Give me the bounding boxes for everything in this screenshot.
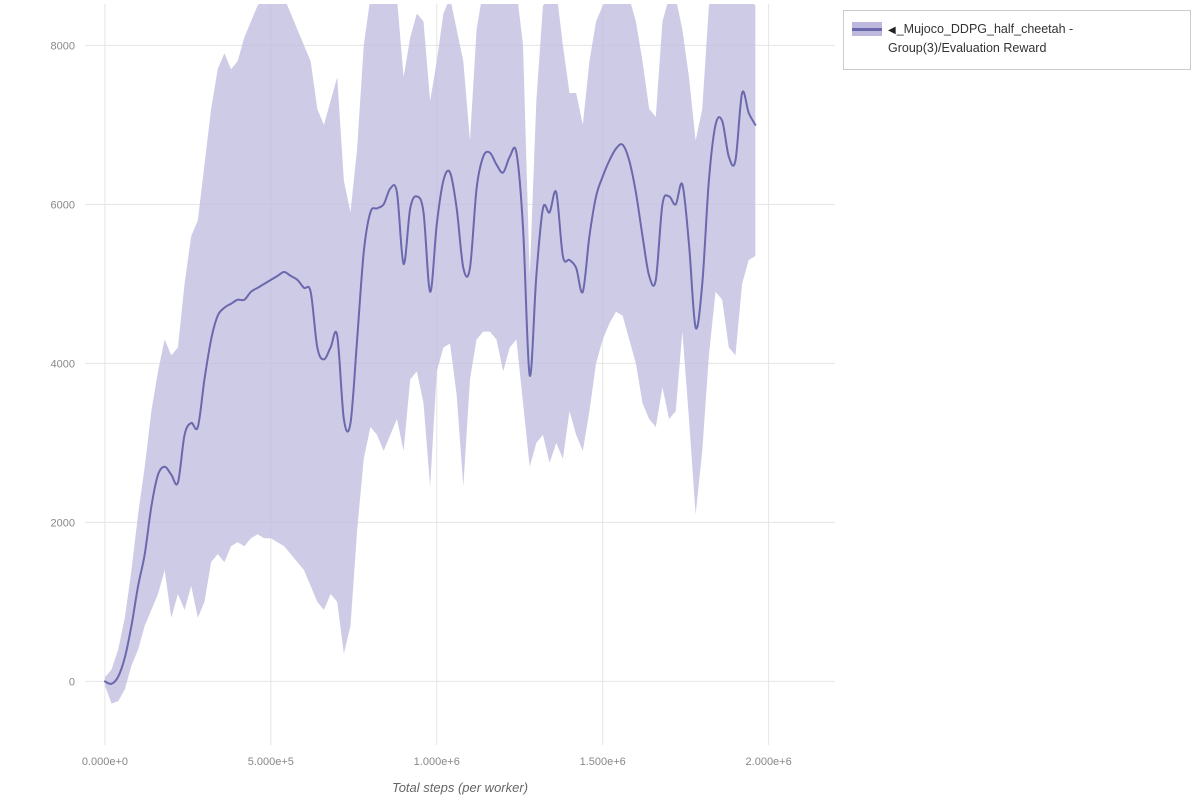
legend: ◀_Mujoco_DDPG_half_cheetah - Group(3)/Ev… (843, 10, 1191, 70)
y-tick-label: 4000 (51, 358, 75, 370)
legend-swatch-band (852, 22, 882, 36)
chart-area: 0 2000 4000 6000 8000 0.000e+0 5.000e+5 1.000e+… (0, 0, 840, 795)
legend-item[interactable]: ◀_Mujoco_DDPG_half_cheetah - Group(3)/Ev… (852, 20, 1180, 59)
x-tick-label: 5.000e+5 (248, 756, 294, 768)
y-tick-label: 2000 (51, 517, 75, 529)
legend-label: ◀_Mujoco_DDPG_half_cheetah - Group(3)/Ev… (888, 20, 1180, 59)
x-tick-label: 1.000e+6 (414, 756, 460, 768)
mean-reward-line (103, 90, 757, 685)
y-tick-label: 0 (69, 676, 75, 688)
y-tick-label: 6000 (51, 199, 75, 211)
collapse-icon[interactable]: ◀ (888, 25, 896, 36)
plot-series-layer (103, 4, 757, 704)
chart-canvas[interactable]: 0 2000 4000 6000 8000 0.000e+0 5.000e+5 1.000e+… (0, 0, 840, 770)
x-tick-label: 1.500e+6 (580, 756, 626, 768)
confidence-band (104, 4, 756, 704)
x-axis-title: Total steps (per worker) (391, 780, 529, 795)
legend-swatch-line (852, 27, 882, 31)
x-tick-label: 0.000e+0 (82, 756, 128, 768)
legend-series-name: _Mujoco_DDPG_half_cheetah - Group(3)/Eva… (888, 22, 1074, 56)
x-tick-label: 2.000e+6 (746, 756, 792, 768)
y-tick-label: 8000 (51, 40, 75, 52)
